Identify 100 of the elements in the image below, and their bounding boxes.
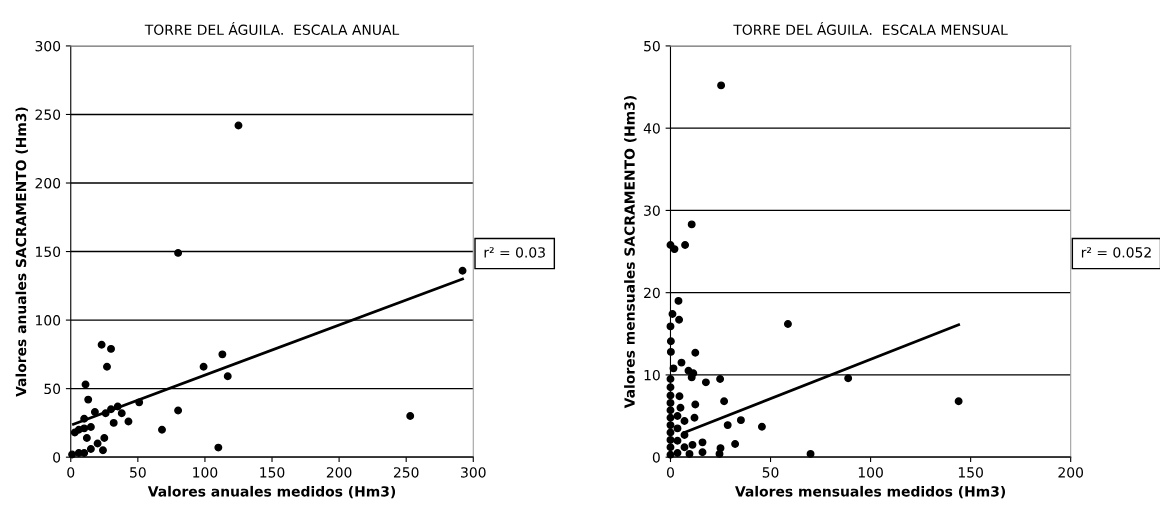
point — [681, 241, 690, 249]
text: r² = 0.03 — [484, 247, 545, 258]
point — [844, 374, 853, 383]
point — [93, 439, 102, 448]
y-tick-label: 40 — [643, 123, 660, 134]
point — [406, 412, 415, 421]
point — [80, 414, 89, 423]
point — [666, 337, 675, 346]
point — [666, 322, 675, 331]
y-tick-label: 50 — [44, 383, 61, 395]
point — [86, 423, 95, 431]
point — [97, 340, 106, 349]
point — [103, 362, 111, 371]
point — [688, 440, 697, 449]
point — [234, 121, 243, 130]
point — [731, 440, 740, 448]
y-tick-label: 250 — [35, 109, 61, 120]
y-tick-label: 20 — [644, 287, 660, 299]
point — [99, 446, 107, 455]
x-tick-label: 150 — [260, 467, 285, 478]
x-axis-title: Valores anuales medidos (Hm3) — [147, 485, 396, 499]
x-axis-title: Valores mensuales medidos (Hm3) — [735, 485, 1006, 499]
point — [666, 391, 675, 400]
x-tick-label: 50 — [130, 467, 146, 478]
point — [717, 81, 726, 90]
x-tick-label: 150 — [958, 467, 983, 478]
point — [691, 348, 700, 357]
point — [124, 417, 133, 426]
point — [673, 412, 682, 421]
point — [86, 444, 95, 453]
point — [757, 422, 766, 431]
point — [135, 398, 144, 407]
point — [715, 449, 724, 458]
point — [680, 431, 689, 439]
point — [806, 449, 815, 458]
point — [673, 449, 682, 458]
x-tick-label: 250 — [393, 467, 419, 478]
y-tick-label: 0 — [53, 452, 61, 463]
point — [458, 266, 467, 275]
text: r² = 0.052 — [1081, 247, 1151, 258]
point — [666, 398, 675, 407]
y-tick-label: 50 — [644, 40, 660, 52]
x-tick-label: 300 — [461, 467, 486, 478]
point — [74, 425, 83, 434]
point — [666, 443, 675, 452]
x-tick-label: 100 — [193, 467, 218, 478]
x-tick-label: 100 — [858, 467, 883, 478]
x-tick-label: 200 — [1058, 467, 1084, 478]
point — [218, 350, 227, 359]
point — [701, 378, 710, 387]
x-tick-label: 0 — [67, 467, 75, 478]
point — [736, 416, 745, 425]
point — [158, 425, 166, 434]
point — [954, 397, 963, 406]
point — [223, 372, 232, 381]
point — [684, 366, 693, 375]
point — [666, 406, 675, 415]
point — [783, 319, 792, 328]
point — [680, 417, 689, 425]
point — [81, 380, 90, 389]
chart-title: TORRE DEL ÁGUILA. ESCALA MENSUAL — [733, 21, 1008, 36]
point — [691, 400, 700, 409]
point — [109, 418, 118, 427]
point — [117, 409, 126, 418]
point — [677, 358, 686, 367]
point — [84, 395, 93, 404]
point — [666, 383, 675, 392]
point — [668, 310, 677, 319]
y-axis-title: Valores anuales SACRAMENTO (Hm3) — [15, 107, 28, 397]
y-tick-label: 30 — [644, 205, 660, 216]
point — [199, 362, 208, 371]
y-tick-label: 0 — [652, 452, 660, 463]
point — [74, 449, 83, 458]
point — [107, 405, 115, 414]
point — [716, 375, 725, 383]
point — [676, 403, 685, 412]
y-tick-label: 100 — [36, 315, 61, 326]
point — [687, 220, 696, 229]
point — [82, 434, 91, 442]
point — [675, 315, 684, 324]
point — [698, 448, 707, 457]
y-tick-label: 10 — [644, 369, 660, 381]
point — [90, 407, 99, 416]
point — [666, 428, 675, 437]
point — [670, 245, 679, 254]
point — [685, 449, 694, 458]
x-tick-label: 50 — [762, 467, 779, 478]
point — [113, 402, 122, 411]
x-tick-label: 0 — [666, 467, 674, 478]
point — [174, 406, 183, 415]
point — [673, 436, 682, 445]
y-tick-label: 300 — [35, 40, 61, 52]
point — [675, 392, 684, 401]
point — [100, 434, 109, 442]
point — [214, 443, 223, 452]
point — [680, 443, 689, 452]
point — [698, 438, 707, 447]
point — [666, 347, 675, 356]
point — [669, 364, 678, 373]
point — [666, 421, 675, 430]
